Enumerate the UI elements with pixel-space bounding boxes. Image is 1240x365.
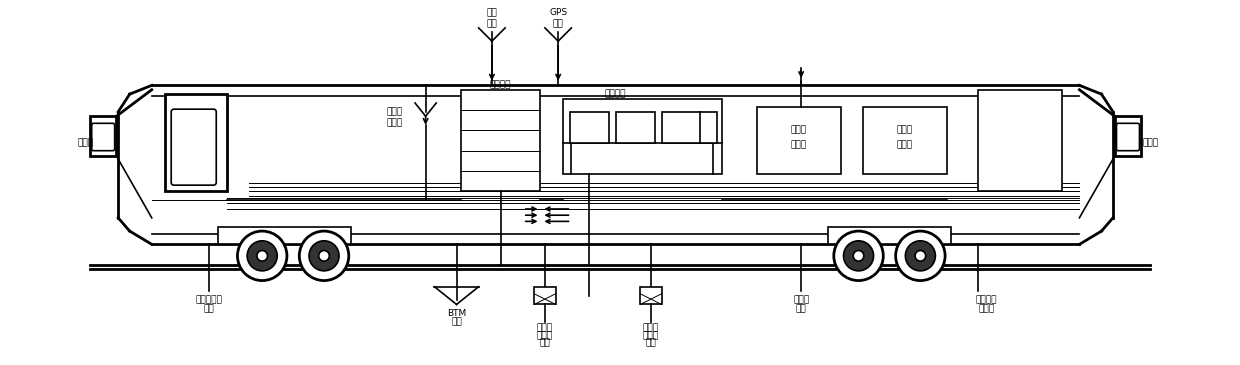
- Circle shape: [319, 250, 330, 261]
- Circle shape: [905, 241, 935, 271]
- Bar: [1115, 116, 1141, 156]
- FancyBboxPatch shape: [171, 109, 216, 185]
- Text: 感器: 感器: [203, 304, 215, 313]
- Bar: [699, 112, 717, 143]
- Text: 传感器: 传感器: [978, 304, 994, 313]
- Text: 牵引回流传: 牵引回流传: [196, 296, 223, 304]
- Circle shape: [257, 250, 268, 261]
- Text: 机车信: 机车信: [897, 126, 913, 134]
- Text: 检测机框: 检测机框: [490, 81, 511, 90]
- Text: 摄像机: 摄像机: [1142, 138, 1158, 147]
- Bar: [827, 227, 951, 244]
- Text: 补偿电: 补偿电: [537, 324, 553, 333]
- Circle shape: [237, 231, 286, 281]
- Bar: [615, 112, 655, 143]
- Bar: [563, 99, 722, 174]
- Text: 牵引回流: 牵引回流: [976, 296, 997, 304]
- Bar: [534, 287, 556, 304]
- Bar: [640, 287, 661, 304]
- Text: 检测终端: 检测终端: [605, 90, 626, 99]
- Text: 补供电: 补供电: [642, 324, 658, 333]
- Bar: [165, 94, 227, 191]
- Text: 容发射: 容发射: [642, 331, 658, 340]
- Circle shape: [247, 241, 278, 271]
- Circle shape: [843, 241, 873, 271]
- Bar: [661, 112, 702, 143]
- Circle shape: [309, 241, 339, 271]
- Text: 容接收: 容接收: [537, 331, 553, 340]
- Text: 感器: 感器: [796, 304, 806, 313]
- Text: 天线: 天线: [553, 19, 563, 28]
- Circle shape: [299, 231, 348, 281]
- Circle shape: [853, 250, 864, 261]
- Circle shape: [915, 250, 926, 261]
- Bar: [91, 116, 117, 156]
- Text: 无线采: 无线采: [791, 126, 807, 134]
- Text: 天线: 天线: [451, 318, 463, 327]
- Text: 集装置: 集装置: [791, 141, 807, 149]
- Text: BTM: BTM: [446, 309, 466, 318]
- Text: 速度传: 速度传: [794, 296, 810, 304]
- Text: 天线: 天线: [539, 338, 551, 347]
- Circle shape: [895, 231, 945, 281]
- Bar: [978, 90, 1061, 191]
- Bar: [756, 107, 841, 174]
- Bar: [569, 112, 609, 143]
- Bar: [863, 107, 947, 174]
- Text: 天线: 天线: [646, 338, 656, 347]
- FancyBboxPatch shape: [92, 123, 114, 151]
- Bar: [218, 227, 351, 244]
- Text: 号主机: 号主机: [897, 141, 913, 149]
- Text: GPS: GPS: [549, 8, 567, 18]
- Bar: [461, 90, 541, 191]
- Text: 北斗: 北斗: [486, 8, 497, 18]
- Text: 天线: 天线: [486, 19, 497, 28]
- FancyBboxPatch shape: [1116, 123, 1140, 151]
- Circle shape: [833, 231, 883, 281]
- Text: 输天线: 输天线: [387, 119, 403, 128]
- Text: 摄像机: 摄像机: [77, 138, 93, 147]
- Text: 无线传: 无线传: [387, 107, 403, 116]
